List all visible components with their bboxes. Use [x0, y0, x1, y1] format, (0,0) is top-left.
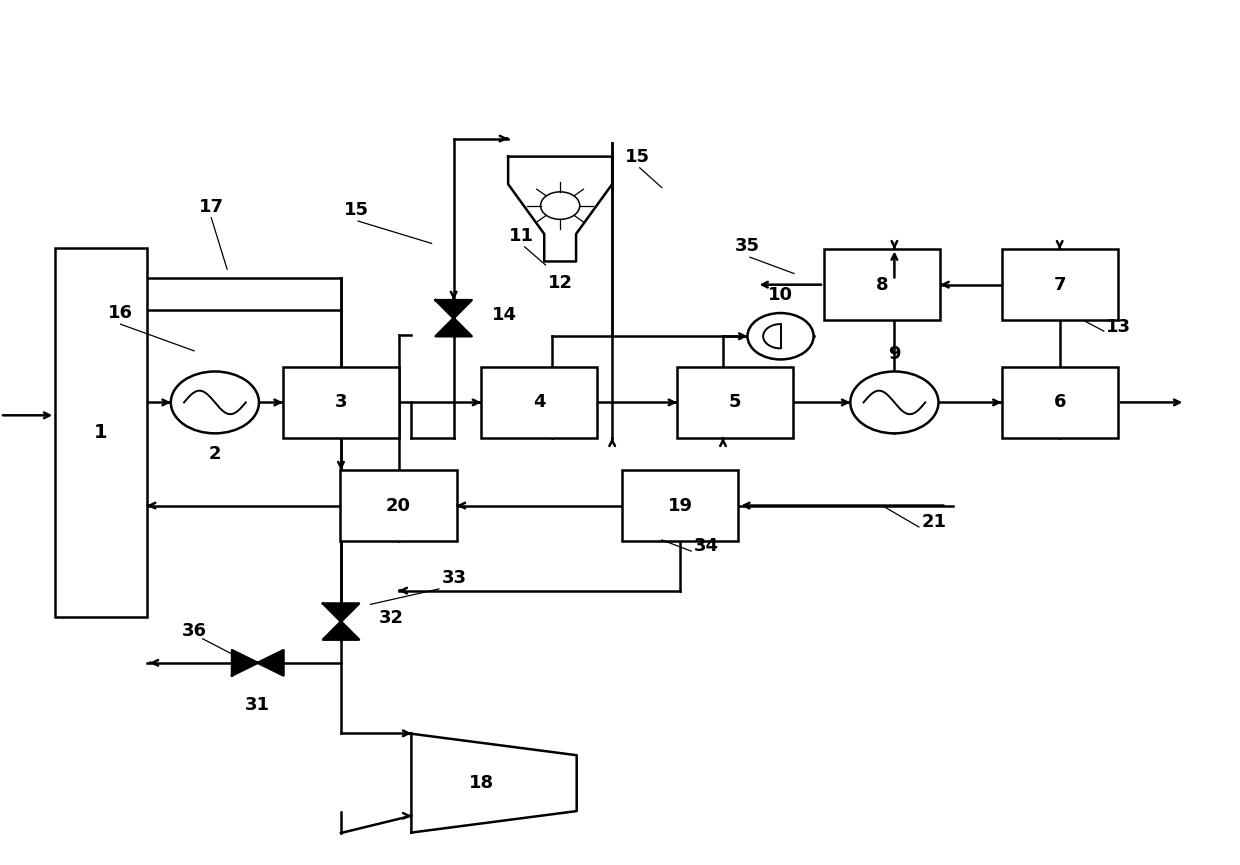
Bar: [55, 247, 146, 618]
Bar: [825, 249, 940, 320]
Text: 17: 17: [198, 198, 224, 216]
Bar: [1002, 249, 1117, 320]
Text: 2: 2: [208, 445, 221, 464]
Text: 33: 33: [441, 569, 466, 587]
Bar: [677, 367, 794, 438]
Bar: [1002, 367, 1117, 438]
Text: 35: 35: [735, 238, 760, 255]
Circle shape: [748, 313, 813, 360]
Text: 18: 18: [469, 774, 495, 792]
Text: 34: 34: [693, 536, 719, 554]
Text: 9: 9: [888, 345, 900, 363]
Bar: [341, 471, 456, 541]
Text: 5: 5: [729, 394, 742, 412]
Text: 4: 4: [533, 394, 546, 412]
Polygon shape: [435, 300, 471, 336]
Circle shape: [541, 192, 580, 220]
Text: 7: 7: [1054, 276, 1066, 294]
Bar: [622, 471, 738, 541]
Text: 8: 8: [875, 276, 889, 294]
Text: 20: 20: [386, 497, 410, 515]
Text: 32: 32: [379, 609, 404, 627]
Bar: [481, 367, 598, 438]
Text: 36: 36: [182, 623, 207, 640]
Circle shape: [171, 371, 259, 433]
Text: 19: 19: [667, 497, 693, 515]
Bar: [283, 367, 399, 438]
Text: 12: 12: [548, 274, 573, 292]
Polygon shape: [322, 604, 360, 639]
Polygon shape: [412, 734, 577, 833]
Text: 15: 15: [343, 202, 368, 220]
Text: 13: 13: [1106, 318, 1131, 336]
Circle shape: [851, 371, 939, 433]
Text: 6: 6: [1054, 394, 1066, 412]
Polygon shape: [232, 650, 284, 676]
Text: 11: 11: [508, 227, 533, 245]
Text: 14: 14: [491, 305, 517, 324]
Text: 3: 3: [335, 394, 347, 412]
Text: 1: 1: [94, 423, 108, 442]
Polygon shape: [508, 157, 613, 261]
Text: 16: 16: [108, 304, 134, 323]
Text: 31: 31: [246, 696, 270, 714]
Text: 21: 21: [921, 513, 946, 531]
Text: 10: 10: [768, 286, 794, 304]
Text: 15: 15: [625, 148, 650, 166]
